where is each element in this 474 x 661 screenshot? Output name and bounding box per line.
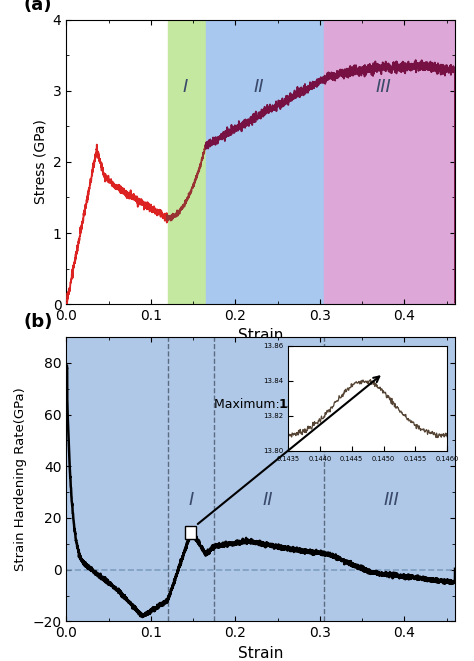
Text: (b): (b) [24, 313, 53, 331]
Text: II: II [254, 79, 264, 97]
Text: (a): (a) [24, 0, 52, 14]
Text: Maximum:: Maximum: [214, 398, 284, 410]
Y-axis label: Strain Hardening Rate(GPa): Strain Hardening Rate(GPa) [14, 387, 27, 571]
Text: III: III [375, 79, 391, 97]
X-axis label: Strain: Strain [238, 646, 283, 661]
Bar [168, 20, 206, 304]
Text: I: I [182, 79, 187, 97]
Text: I: I [189, 491, 194, 509]
X-axis label: Strain: Strain [238, 329, 283, 344]
Text: II: II [262, 491, 273, 509]
Y-axis label: Stress (GPa): Stress (GPa) [33, 120, 47, 204]
Bar [324, 20, 455, 304]
Text: III: III [384, 491, 400, 509]
Bar [185, 525, 196, 539]
Text: 13.84: 13.84 [278, 398, 318, 410]
Text: GPa: GPa [310, 398, 339, 410]
Bar [206, 20, 324, 304]
